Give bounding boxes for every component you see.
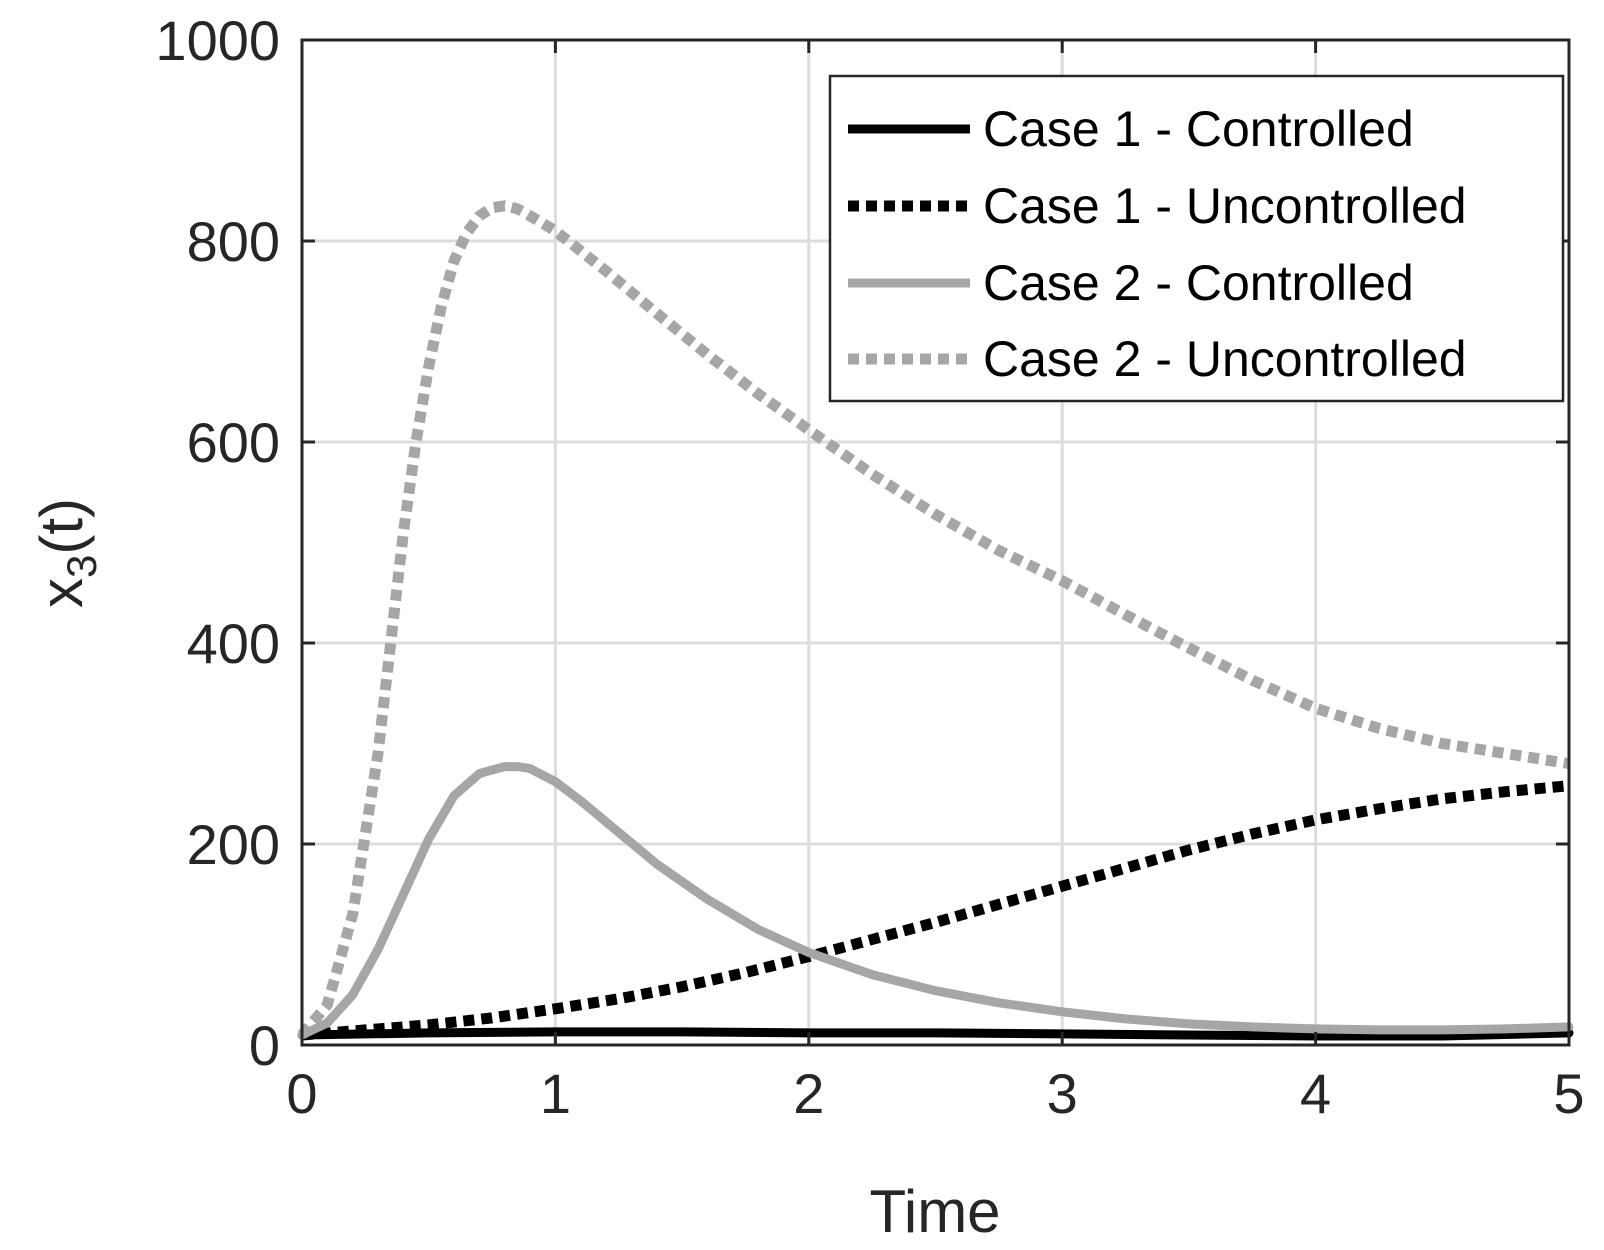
x-tick-label: 3 — [1047, 1062, 1078, 1125]
legend-case-2-uncontrolled-label: Case 2 - Uncontrolled — [983, 331, 1467, 387]
x-tick-label: 0 — [286, 1062, 317, 1125]
x-tick-label: 2 — [793, 1062, 824, 1125]
y-tick-label: 400 — [187, 612, 280, 675]
y-axis-label-tail: (t) — [28, 498, 95, 555]
series-case-1-controlled-line — [297, 1027, 1574, 1041]
legend-case-1-controlled-label: Case 1 - Controlled — [983, 101, 1414, 157]
series-case-1-uncontrolled-line — [301, 780, 1570, 1041]
x-tick-labels: 0 1 2 3 4 5 — [286, 1062, 1584, 1125]
y-tick-labels: 0 200 400 600 800 1000 — [155, 9, 280, 1077]
x-tick-label: 1 — [540, 1062, 571, 1125]
y-axis-label: x3(t) — [28, 498, 105, 608]
y-axis-label-main: x — [28, 578, 95, 608]
series-case-2-controlled-line — [297, 762, 1574, 1040]
y-tick-label: 1000 — [155, 9, 280, 72]
x-axis-label: Time — [869, 1178, 1000, 1245]
y-tick-label: 600 — [187, 411, 280, 474]
y-tick-label: 0 — [249, 1014, 280, 1077]
y-tick-label: 200 — [187, 813, 280, 876]
legend-items: Case 1 - Controlled Case 1 - Uncontrolled… — [848, 101, 1467, 387]
y-tick-label: 800 — [187, 210, 280, 273]
series-case-2-uncontrolled-line — [297, 200, 1570, 1039]
legend: Case 1 - Controlled Case 1 - Uncontrolled… — [828, 74, 1565, 403]
x-tick-label: 4 — [1300, 1062, 1331, 1125]
axis-ticks — [300, 38, 1571, 1047]
x-tick-label: 5 — [1553, 1062, 1584, 1125]
plot-frame — [300, 38, 1571, 1047]
legend-case-1-uncontrolled-label: Case 1 - Uncontrolled — [983, 178, 1467, 234]
legend-case-2-controlled-label: Case 2 - Controlled — [983, 255, 1414, 311]
plot-series — [297, 200, 1574, 1041]
y-axis-label-subscript: 3 — [58, 555, 105, 578]
